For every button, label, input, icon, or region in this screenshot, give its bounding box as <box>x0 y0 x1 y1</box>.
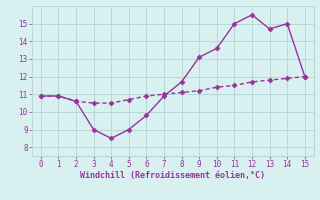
X-axis label: Windchill (Refroidissement éolien,°C): Windchill (Refroidissement éolien,°C) <box>80 171 265 180</box>
